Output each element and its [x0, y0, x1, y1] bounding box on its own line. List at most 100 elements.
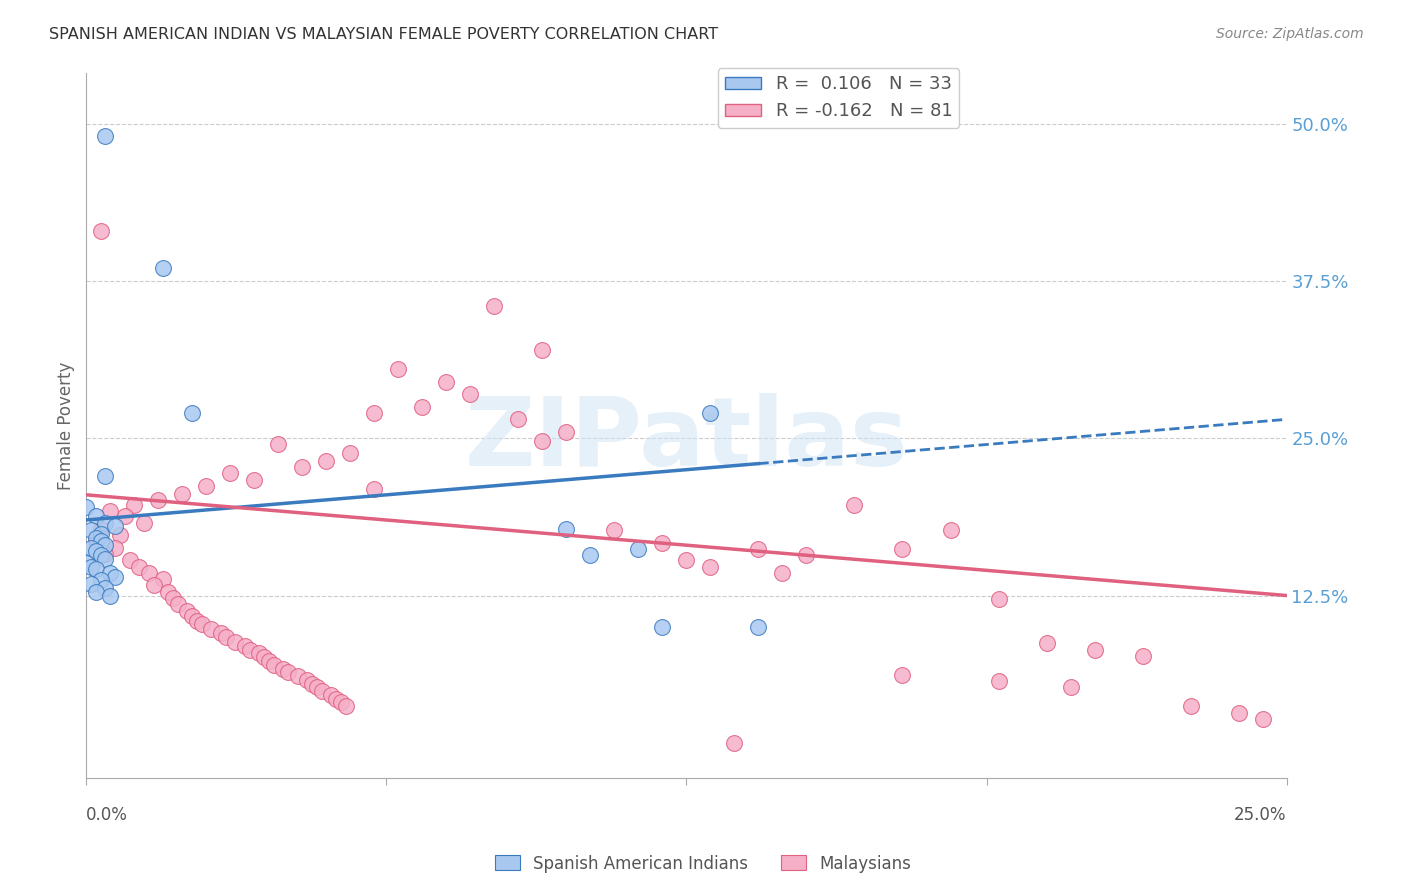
Point: [555, 425, 578, 439]
Point: [209, 626, 232, 640]
Point: [627, 541, 650, 556]
Point: [166, 597, 188, 611]
Point: [84, 544, 107, 558]
Point: [124, 498, 146, 512]
Point: [1251, 712, 1274, 726]
Point: [90, 522, 112, 536]
Point: [772, 566, 794, 580]
Point: [80, 541, 103, 555]
Point: [80, 559, 103, 574]
Point: [723, 736, 745, 750]
Point: [132, 516, 155, 530]
Point: [94, 516, 117, 530]
Point: [80, 523, 103, 537]
Point: [75, 556, 97, 570]
Point: [1227, 706, 1250, 720]
Point: [675, 553, 697, 567]
Point: [224, 635, 246, 649]
Point: [295, 673, 318, 687]
Point: [98, 589, 121, 603]
Point: [271, 661, 294, 675]
Point: [152, 572, 174, 586]
Point: [699, 406, 721, 420]
Point: [651, 535, 673, 549]
Point: [138, 566, 160, 580]
Point: [84, 509, 107, 524]
Point: [263, 657, 285, 672]
Point: [699, 559, 721, 574]
Point: [104, 541, 127, 555]
Point: [94, 538, 117, 552]
Point: [253, 650, 276, 665]
Point: [84, 584, 107, 599]
Point: [162, 591, 184, 605]
Point: [339, 446, 361, 460]
Point: [94, 547, 117, 561]
Point: [1035, 636, 1057, 650]
Text: Source: ZipAtlas.com: Source: ZipAtlas.com: [1216, 27, 1364, 41]
Point: [291, 460, 314, 475]
Point: [891, 668, 914, 682]
Point: [287, 669, 309, 683]
Text: 0.0%: 0.0%: [86, 806, 128, 824]
Point: [156, 584, 179, 599]
Y-axis label: Female Poverty: Female Poverty: [58, 361, 75, 490]
Point: [844, 498, 866, 512]
Point: [267, 437, 290, 451]
Point: [329, 696, 352, 710]
Point: [335, 699, 357, 714]
Point: [148, 492, 170, 507]
Legend: Spanish American Indians, Malaysians: Spanish American Indians, Malaysians: [488, 848, 918, 880]
Point: [321, 688, 343, 702]
Point: [311, 684, 333, 698]
Point: [219, 467, 242, 481]
Point: [484, 299, 506, 313]
Legend: R =  0.106   N = 33, R = -0.162   N = 81: R = 0.106 N = 33, R = -0.162 N = 81: [717, 68, 959, 128]
Point: [460, 387, 482, 401]
Point: [247, 647, 270, 661]
Point: [987, 592, 1010, 607]
Point: [891, 541, 914, 556]
Point: [325, 691, 347, 706]
Point: [434, 375, 457, 389]
Point: [75, 500, 97, 515]
Point: [579, 548, 602, 562]
Point: [90, 534, 112, 549]
Point: [118, 553, 141, 567]
Point: [363, 482, 385, 496]
Point: [98, 566, 121, 580]
Point: [84, 562, 107, 576]
Text: ZIPatlas: ZIPatlas: [464, 393, 908, 486]
Point: [603, 523, 626, 537]
Point: [90, 548, 112, 562]
Point: [1083, 642, 1105, 657]
Point: [128, 559, 150, 574]
Point: [651, 620, 673, 634]
Point: [939, 523, 962, 537]
Point: [508, 412, 530, 426]
Point: [301, 676, 323, 690]
Point: [987, 674, 1010, 689]
Point: [747, 620, 769, 634]
Point: [1132, 648, 1154, 663]
Point: [531, 434, 554, 448]
Point: [1059, 681, 1081, 695]
Point: [142, 578, 165, 592]
Point: [796, 548, 818, 562]
Point: [1180, 699, 1202, 714]
Point: [108, 528, 131, 542]
Point: [233, 639, 256, 653]
Point: [411, 400, 433, 414]
Point: [277, 665, 299, 680]
Point: [152, 261, 174, 276]
Point: [315, 454, 337, 468]
Point: [114, 509, 136, 524]
Point: [238, 642, 260, 657]
Point: [180, 406, 202, 420]
Point: [80, 577, 103, 591]
Point: [94, 469, 117, 483]
Text: 25.0%: 25.0%: [1234, 806, 1286, 824]
Point: [305, 681, 328, 695]
Point: [186, 614, 208, 628]
Point: [387, 362, 409, 376]
